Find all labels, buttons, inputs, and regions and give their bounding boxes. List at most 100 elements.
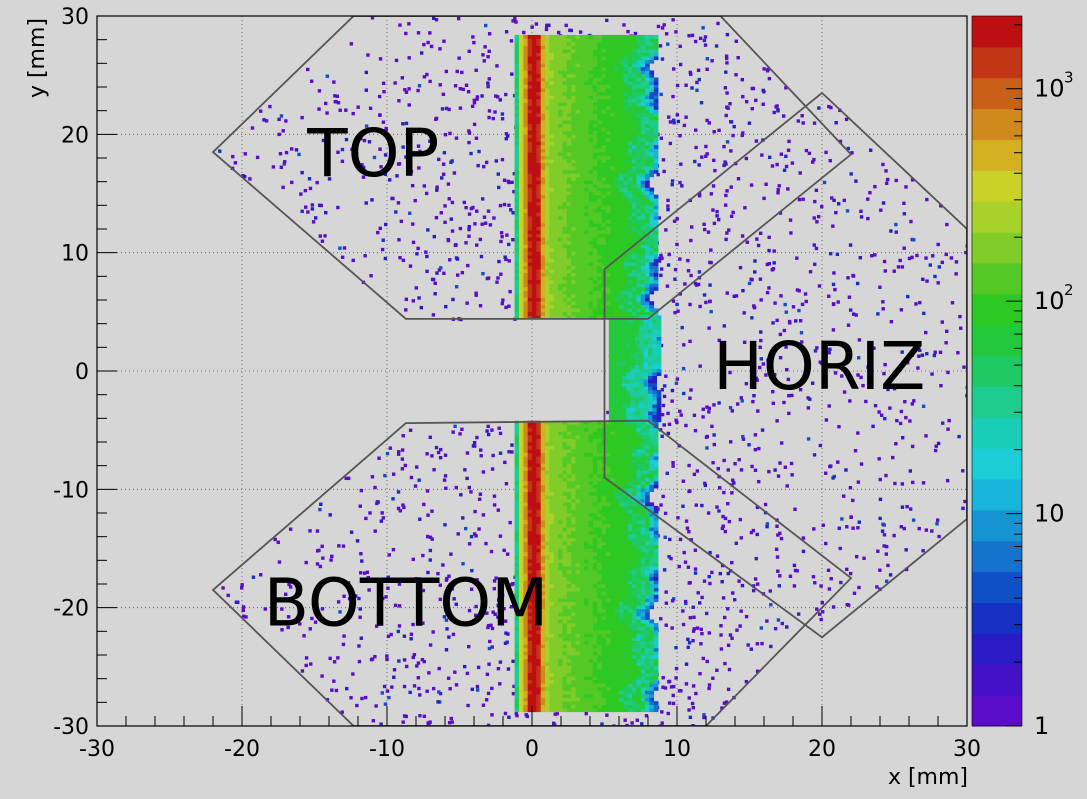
heat-cell bbox=[571, 215, 576, 220]
hit-pixel bbox=[723, 615, 727, 620]
heat-cell bbox=[627, 226, 633, 231]
heat-cell bbox=[545, 262, 550, 266]
heat-cell bbox=[532, 655, 537, 659]
heat-cell bbox=[623, 651, 628, 656]
heat-cell bbox=[584, 127, 589, 132]
hit-pixel bbox=[856, 431, 860, 435]
heat-cell bbox=[605, 70, 611, 75]
heat-cell bbox=[619, 258, 624, 263]
heat-cell bbox=[545, 116, 550, 121]
hit-pixel bbox=[544, 24, 549, 28]
hit-pixel bbox=[370, 475, 375, 479]
hit-pixel bbox=[852, 591, 857, 596]
heat-cell bbox=[619, 155, 624, 160]
heat-cell bbox=[571, 694, 576, 698]
heat-cell bbox=[592, 98, 598, 103]
hit-pixel bbox=[672, 684, 676, 689]
heat-cell bbox=[549, 155, 555, 160]
heat-cell bbox=[558, 233, 563, 238]
heat-cell bbox=[518, 258, 524, 263]
hit-pixel bbox=[659, 253, 663, 258]
heat-cell bbox=[588, 166, 594, 171]
heat-cell bbox=[545, 311, 550, 316]
hit-pixel bbox=[728, 102, 732, 106]
heat-cell bbox=[558, 658, 563, 663]
heat-cell bbox=[558, 644, 563, 649]
heat-cell bbox=[549, 276, 555, 281]
heat-cell bbox=[588, 123, 594, 128]
heat-cell bbox=[532, 690, 537, 695]
hit-pixel bbox=[444, 106, 449, 111]
hit-pixel bbox=[716, 21, 720, 26]
heat-cell bbox=[527, 116, 533, 121]
hit-pixel bbox=[745, 240, 749, 244]
heat-cell bbox=[518, 683, 524, 688]
heat-cell bbox=[610, 66, 615, 71]
heat-cell bbox=[619, 669, 624, 674]
heat-cell bbox=[579, 144, 585, 149]
heat-cell bbox=[545, 98, 550, 103]
heat-cell bbox=[640, 704, 646, 709]
hit-pixel bbox=[323, 234, 327, 238]
heat-cell bbox=[610, 176, 615, 181]
heat-cell bbox=[562, 208, 568, 213]
heat-cell bbox=[579, 155, 585, 160]
heat-cell bbox=[523, 265, 528, 270]
heat-cell bbox=[619, 95, 624, 100]
hit-pixel bbox=[945, 222, 949, 227]
hit-pixel bbox=[449, 716, 453, 721]
hit-pixel bbox=[282, 160, 287, 164]
heat-cell bbox=[545, 91, 550, 96]
heat-cell bbox=[592, 180, 598, 185]
hit-pixel bbox=[800, 340, 804, 344]
heat-cell bbox=[584, 226, 589, 231]
hit-pixel bbox=[725, 189, 729, 193]
heat-cell bbox=[623, 244, 628, 249]
hit-pixel bbox=[486, 691, 491, 696]
hit-pixel bbox=[728, 406, 733, 410]
hit-pixel bbox=[917, 526, 921, 531]
heat-cell bbox=[632, 708, 637, 713]
heat-cell bbox=[605, 251, 611, 256]
hit-pixel bbox=[727, 667, 732, 672]
hit-pixel bbox=[723, 661, 727, 666]
heat-cell bbox=[623, 77, 628, 82]
heat-cell bbox=[579, 120, 585, 124]
heat-cell bbox=[592, 290, 598, 295]
hit-pixel bbox=[358, 504, 362, 508]
heat-cell bbox=[566, 127, 572, 132]
hit-pixel bbox=[480, 593, 484, 597]
hit-pixel bbox=[476, 163, 480, 168]
heat-cell bbox=[532, 686, 537, 691]
heat-cell bbox=[518, 113, 524, 117]
heat-cell bbox=[523, 91, 528, 96]
hit-pixel bbox=[941, 421, 945, 425]
heat-cell bbox=[545, 704, 550, 709]
heat-cell bbox=[584, 647, 589, 652]
heat-cell bbox=[579, 297, 585, 302]
heat-cell bbox=[640, 52, 646, 57]
heat-cell bbox=[649, 701, 655, 705]
heat-cell bbox=[601, 708, 607, 713]
heat-cell bbox=[614, 286, 620, 291]
heat-cell bbox=[536, 162, 541, 167]
heat-cell bbox=[627, 262, 633, 266]
hit-pixel bbox=[776, 191, 780, 195]
hit-pixel bbox=[509, 208, 513, 212]
hit-pixel bbox=[366, 575, 371, 580]
hit-pixel bbox=[417, 686, 421, 691]
heat-cell bbox=[514, 194, 520, 199]
heat-cell bbox=[514, 212, 520, 217]
heat-cell bbox=[610, 120, 615, 124]
hit-pixel bbox=[323, 620, 328, 625]
heat-cell bbox=[588, 226, 594, 231]
heat-cell bbox=[553, 686, 559, 691]
hit-pixel bbox=[664, 228, 668, 232]
heat-cell bbox=[579, 704, 585, 709]
heat-cell bbox=[645, 152, 650, 156]
heat-cell bbox=[532, 205, 537, 210]
heat-cell bbox=[627, 88, 633, 93]
heat-cell bbox=[571, 59, 576, 64]
heat-cell bbox=[636, 95, 642, 100]
heat-cell bbox=[592, 155, 598, 160]
